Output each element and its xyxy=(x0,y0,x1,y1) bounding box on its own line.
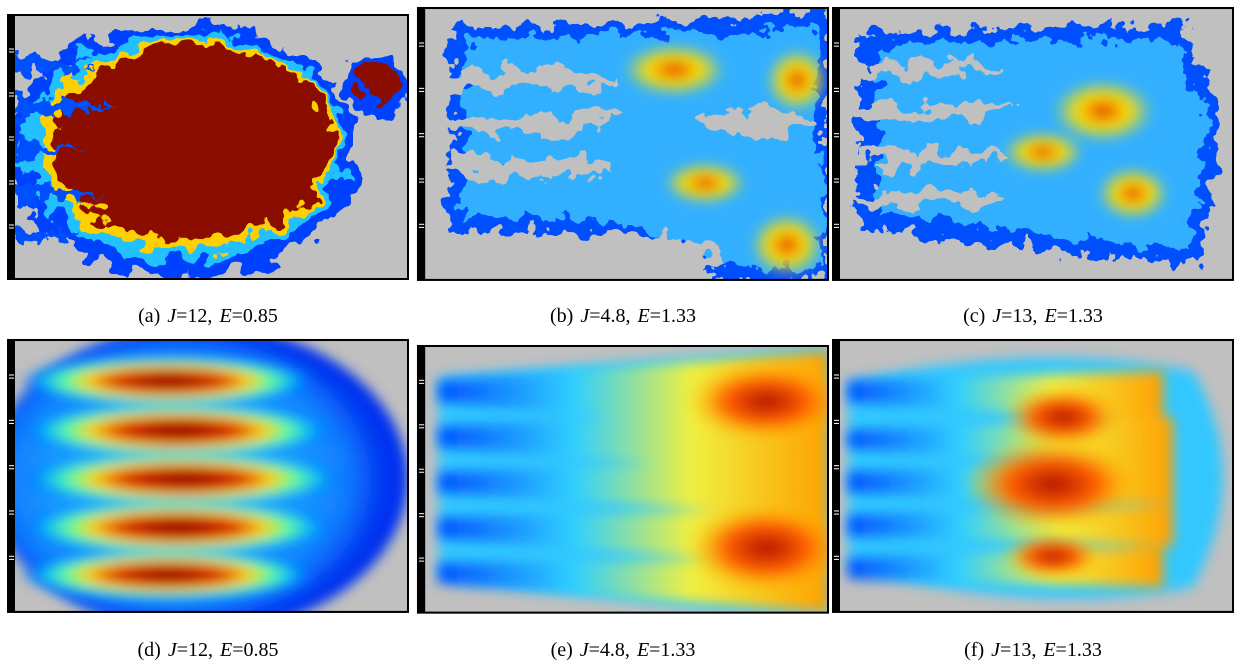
captions: (a) J=12, E=0.85 (b) J=4.8, E=1.33 (c) J=13, E=1… xyxy=(138,305,1103,661)
caption-part: =1.33 xyxy=(649,639,695,661)
caption-part: (f) xyxy=(964,639,984,661)
caption-part: E xyxy=(636,639,649,661)
caption: (b) J=4.8, E=1.33 xyxy=(550,305,696,327)
caption-part: =0.85 xyxy=(232,305,278,327)
panel-c xyxy=(831,6,1235,281)
caption-part: J xyxy=(991,639,1001,661)
caption: (d) J=12, E=0.85 xyxy=(138,639,279,661)
caption: (c) J=13, E=1.33 xyxy=(963,305,1103,327)
caption-part: (b) xyxy=(550,305,573,327)
caption-part: J xyxy=(580,639,590,661)
panel-b xyxy=(416,6,830,281)
caption-part: J xyxy=(168,639,178,661)
caption: (a) J=12, E=0.85 xyxy=(138,305,278,327)
panel-f xyxy=(831,338,1235,613)
caption-part: E xyxy=(637,305,650,327)
panel-e xyxy=(416,344,830,614)
caption-part: E xyxy=(218,305,231,327)
caption-part: =1.33 xyxy=(650,305,696,327)
caption-part: (d) xyxy=(138,639,161,661)
caption-part: (e) xyxy=(551,639,573,661)
caption-part: =12, xyxy=(177,639,213,661)
caption-part: =4.8, xyxy=(589,639,630,661)
caption-part: (a) xyxy=(138,305,160,327)
caption-part: =1.33 xyxy=(1056,639,1102,661)
caption-part: =13, xyxy=(1001,305,1037,327)
caption-part: (c) xyxy=(963,305,985,327)
panel-a xyxy=(7,14,409,280)
caption-part: =13, xyxy=(1000,639,1036,661)
caption-part: =0.85 xyxy=(232,639,278,661)
caption-part: J xyxy=(992,305,1002,327)
caption-part: J xyxy=(167,305,177,327)
panel-d xyxy=(6,338,410,613)
caption-part: =12, xyxy=(176,305,212,327)
caption-part: E xyxy=(219,639,232,661)
caption: (e) J=4.8, E=1.33 xyxy=(551,639,696,661)
caption-part: J xyxy=(580,305,590,327)
caption-part: =1.33 xyxy=(1057,305,1103,327)
caption-part: =4.8, xyxy=(589,305,630,327)
caption: (f) J=13, E=1.33 xyxy=(964,639,1102,661)
caption-part: E xyxy=(1042,639,1055,661)
caption-part: E xyxy=(1043,305,1056,327)
